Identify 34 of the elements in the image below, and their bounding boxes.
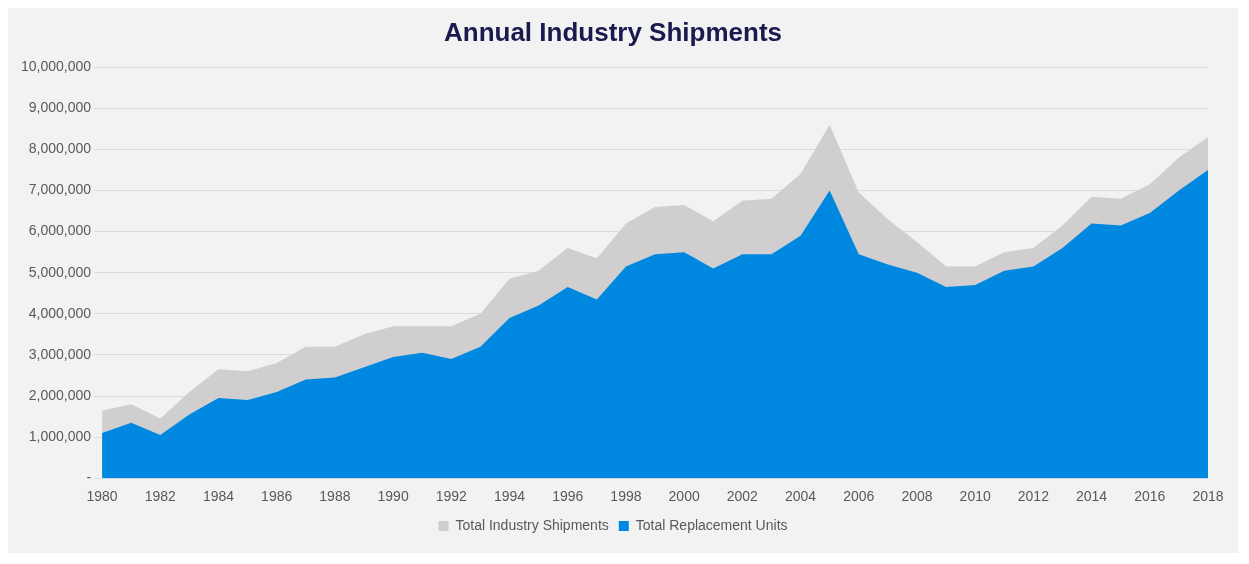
x-tick-label: 1984	[202, 488, 235, 505]
x-tick-label: 1980	[86, 488, 118, 505]
x-tick-label: 2004	[784, 488, 817, 505]
x-tick-label: 1992	[435, 488, 468, 505]
x-tick-label: 1998	[610, 488, 642, 505]
x-tick-label: 1994	[493, 488, 526, 505]
x-tick-label: 1990	[377, 488, 409, 505]
y-tick-label: 7,000,000	[28, 181, 92, 198]
y-tick-label: 2,000,000	[28, 386, 92, 403]
y-tick-label: 5,000,000	[28, 263, 92, 280]
chart-title: Annual Industry Shipments	[443, 16, 783, 47]
x-tick-label: 2000	[668, 488, 700, 505]
x-tick-label: 2012	[1017, 488, 1050, 505]
y-tick-label: 3,000,000	[28, 345, 92, 362]
y-tick-label: 1,000,000	[28, 427, 92, 444]
y-tick-label: 6,000,000	[28, 222, 92, 239]
legend-label: Total Replacement Units	[635, 516, 788, 533]
x-tick-label: 1982	[144, 488, 177, 505]
legend-label: Total Industry Shipments	[455, 516, 609, 533]
x-tick-label: 2010	[959, 488, 991, 505]
x-tick-label: 2016	[1134, 488, 1166, 505]
x-tick-label: 2014	[1076, 488, 1108, 505]
y-tick-label: 4,000,000	[28, 304, 92, 321]
y-tick-label: 10,000,000	[20, 58, 92, 75]
y-tick-label: 9,000,000	[28, 99, 92, 116]
y-tick-label: 8,000,000	[28, 140, 92, 157]
y-tick-label: -	[86, 469, 92, 486]
x-tick-label: 1988	[319, 488, 351, 505]
x-tick-label: 2008	[901, 488, 933, 505]
x-tick-label: 1986	[261, 488, 293, 505]
x-tick-label: 2018	[1192, 488, 1224, 505]
x-tick-label: 1996	[552, 488, 584, 505]
x-tick-label: 2002	[726, 488, 759, 505]
x-tick-label: 2006	[843, 488, 875, 505]
